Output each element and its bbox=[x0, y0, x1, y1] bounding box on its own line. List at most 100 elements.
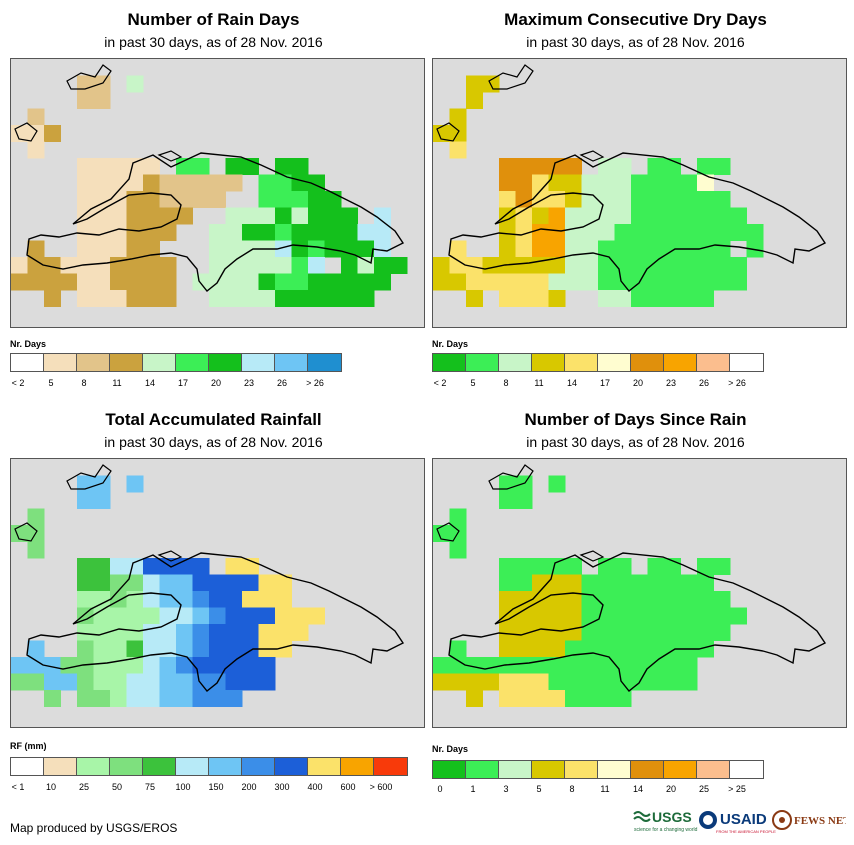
grid-cell bbox=[77, 607, 94, 625]
map-canvas bbox=[433, 464, 827, 707]
legend-label: 8 bbox=[503, 378, 509, 388]
legend-swatch bbox=[242, 354, 275, 371]
grid-cell bbox=[143, 574, 160, 592]
grid-cell bbox=[258, 673, 276, 691]
grid-cell bbox=[697, 290, 714, 307]
grid-cell bbox=[159, 290, 177, 307]
grid-cell bbox=[532, 607, 549, 625]
island-outline bbox=[157, 550, 183, 562]
grid-cell bbox=[598, 207, 615, 225]
legend-swatch bbox=[44, 758, 77, 775]
grid-cell bbox=[565, 690, 582, 707]
legend-title: Nr. Days bbox=[432, 339, 469, 349]
legend-label: 10 bbox=[45, 782, 57, 792]
grid-cell bbox=[631, 624, 648, 641]
grid-cell bbox=[110, 174, 127, 192]
grid-cell bbox=[532, 624, 549, 641]
grid-cell bbox=[515, 224, 533, 241]
legend-swatch bbox=[308, 354, 341, 371]
grid-cell bbox=[176, 174, 193, 192]
grid-cell bbox=[680, 607, 698, 625]
grid-cell bbox=[680, 657, 698, 674]
grid-cell bbox=[341, 207, 358, 225]
grid-cell bbox=[159, 273, 177, 291]
grid-cell bbox=[499, 558, 516, 575]
grid-cell bbox=[713, 224, 731, 241]
grid-cell bbox=[713, 607, 731, 625]
grid-cell bbox=[631, 290, 648, 307]
grid-cell bbox=[499, 273, 516, 291]
grid-cell bbox=[308, 224, 325, 241]
grid-cell bbox=[159, 174, 177, 192]
grid-cell bbox=[192, 624, 210, 641]
grid-cell bbox=[77, 492, 94, 509]
grid-cell bbox=[324, 273, 342, 291]
grid-cell bbox=[291, 207, 309, 225]
grid-cell bbox=[275, 224, 292, 241]
grid-cell bbox=[515, 240, 533, 258]
grid-cell bbox=[308, 257, 325, 274]
grid-cell bbox=[209, 257, 226, 274]
grid-cell bbox=[647, 257, 665, 274]
grid-cell bbox=[209, 574, 226, 592]
grid-cell bbox=[93, 158, 111, 175]
grid-cell bbox=[324, 207, 342, 225]
map-canvas bbox=[433, 64, 827, 307]
grid-cell bbox=[143, 207, 160, 225]
grid-cell bbox=[126, 273, 144, 291]
grid-cell bbox=[126, 657, 144, 674]
legend-label: 20 bbox=[665, 784, 677, 794]
grid-cell bbox=[225, 207, 243, 225]
grid-cell bbox=[209, 174, 226, 192]
legend-label: 14 bbox=[144, 378, 156, 388]
grid-cell bbox=[515, 673, 533, 691]
grid-cell bbox=[581, 657, 599, 674]
grid-cell bbox=[110, 624, 127, 641]
grid-cell bbox=[598, 673, 615, 691]
legend-label: 11 bbox=[600, 784, 610, 794]
svg-text:USAID: USAID bbox=[720, 811, 767, 828]
grid-cell bbox=[548, 690, 566, 707]
grid-cell bbox=[499, 257, 516, 274]
grid-cell bbox=[515, 591, 533, 608]
legend-swatch bbox=[275, 758, 308, 775]
grid-cell bbox=[515, 257, 533, 274]
legend-swatch bbox=[565, 354, 598, 371]
grid-cell bbox=[697, 607, 714, 625]
grid-cell bbox=[77, 158, 94, 175]
legend-swatch bbox=[730, 354, 763, 371]
grid-cell bbox=[60, 257, 78, 274]
grid-cell bbox=[77, 207, 94, 225]
svg-text:FROM THE AMERICAN PEOPLE: FROM THE AMERICAN PEOPLE bbox=[716, 829, 776, 834]
grid-cell bbox=[614, 607, 632, 625]
grid-cell bbox=[664, 574, 681, 592]
grid-cell bbox=[93, 558, 111, 575]
legend-swatch bbox=[697, 354, 730, 371]
grid-cell bbox=[532, 191, 549, 208]
grid-cell bbox=[730, 257, 747, 274]
island-outline bbox=[66, 64, 112, 90]
grid-cell bbox=[598, 624, 615, 641]
grid-cell bbox=[143, 224, 160, 241]
grid-cell bbox=[614, 240, 632, 258]
legend-swatch bbox=[176, 354, 209, 371]
legend-label: 14 bbox=[632, 784, 644, 794]
grid-cell bbox=[449, 640, 467, 658]
grid-cell bbox=[159, 574, 177, 592]
grid-cell bbox=[209, 640, 226, 658]
map-rainfall bbox=[10, 458, 425, 728]
legend-swatch bbox=[466, 354, 499, 371]
grid-cell bbox=[176, 673, 193, 691]
grid-cell bbox=[565, 624, 582, 641]
grid-cell bbox=[110, 158, 127, 175]
grid-cell bbox=[225, 640, 243, 658]
grid-cell bbox=[581, 690, 599, 707]
grid-cell bbox=[93, 224, 111, 241]
grid-cell bbox=[275, 174, 292, 192]
grid-cell bbox=[291, 158, 309, 175]
grid-cell bbox=[77, 224, 94, 241]
grid-cell bbox=[77, 558, 94, 575]
grid-cell bbox=[11, 257, 28, 274]
island-outline bbox=[488, 64, 534, 90]
grid-cell bbox=[614, 624, 632, 641]
